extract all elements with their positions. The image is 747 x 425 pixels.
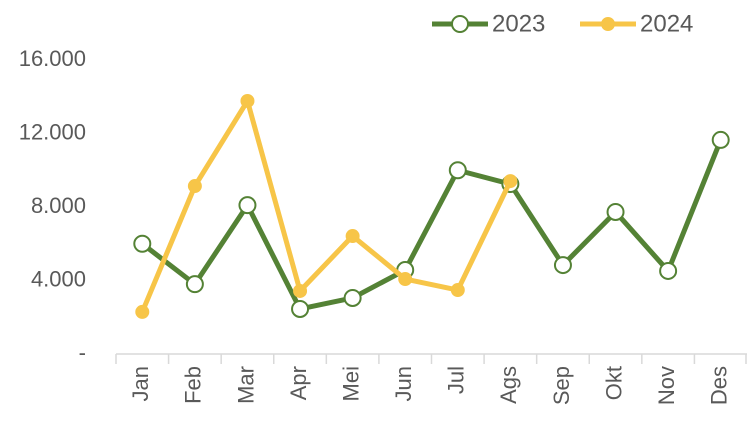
x-tick-label: Feb	[181, 366, 206, 404]
x-tick-label: Apr	[286, 366, 311, 400]
point	[293, 283, 308, 298]
x-tick-label: Des	[707, 366, 732, 405]
y-tick-label: 8.000	[31, 193, 86, 218]
point	[135, 304, 150, 319]
point	[345, 229, 360, 244]
legend-label: 2024	[640, 10, 693, 37]
y-tick-label: 12.000	[19, 119, 86, 144]
legend-marker	[601, 17, 615, 31]
point	[553, 256, 572, 275]
point	[291, 299, 310, 318]
legend-marker	[451, 15, 469, 33]
point	[398, 272, 413, 287]
series-line	[139, 98, 513, 313]
legend-label: 2023	[492, 10, 545, 37]
series-line	[140, 138, 724, 312]
x-tick-label: Ags	[496, 366, 521, 404]
x-tick-label: Nov	[654, 366, 679, 405]
point	[659, 261, 678, 280]
point	[343, 288, 362, 307]
point	[503, 174, 518, 189]
x-tick-label: Mar	[233, 366, 258, 404]
point	[606, 202, 625, 221]
x-tick-label: Mei	[338, 366, 363, 401]
y-tick-label: -	[79, 340, 86, 365]
x-tick-label: Okt	[601, 366, 626, 400]
x-tick-label: Sep	[549, 366, 574, 405]
point	[185, 275, 204, 294]
point	[187, 179, 202, 194]
x-tick-label: Jun	[391, 366, 416, 401]
x-tick-label: Jan	[128, 366, 153, 401]
y-tick-label: 4.000	[31, 266, 86, 291]
point	[711, 130, 730, 149]
x-tick-label: Jul	[444, 366, 469, 394]
point	[238, 196, 257, 215]
point	[133, 234, 152, 253]
point	[450, 283, 465, 298]
point	[448, 161, 467, 180]
y-tick-label: 16.000	[19, 46, 86, 71]
point	[240, 93, 255, 108]
